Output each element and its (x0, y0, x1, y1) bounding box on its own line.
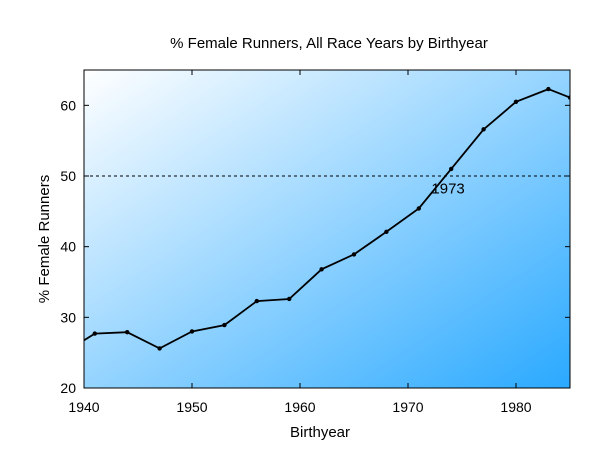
data-point-1977 (481, 127, 486, 132)
data-point-1962 (319, 267, 324, 272)
x-tick-label-1980: 1980 (500, 399, 531, 415)
data-point-1959 (287, 296, 292, 302)
x-tick-label-1950: 1950 (176, 399, 207, 415)
y-tick-label-50: 50 (60, 168, 76, 184)
data-point-1980 (513, 99, 519, 105)
y-tick-label-60: 60 (60, 97, 76, 113)
data-point-1947 (157, 346, 162, 351)
data-point-1950 (189, 329, 195, 334)
y-axis-label: % Female Runners (36, 175, 53, 303)
data-point-1939 (71, 345, 75, 349)
data-point-1953 (222, 322, 227, 328)
y-tick-label-40: 40 (60, 239, 76, 255)
data-point-1985 (567, 95, 570, 100)
data-point-1941 (92, 331, 98, 336)
y-tick-label-30: 30 (60, 309, 76, 325)
y-tick-label-20: 20 (60, 380, 76, 396)
x-tick-label-1970: 1970 (392, 399, 423, 415)
data-point-1968 (384, 229, 389, 235)
data-point-1965 (351, 252, 357, 257)
chart-title: % Female Runners, All Race Years by Birt… (170, 35, 488, 52)
plot-border (83, 69, 571, 389)
data-point-1974 (449, 166, 454, 172)
x-tick-label-1960: 1960 (284, 399, 315, 415)
plot-background (84, 70, 570, 388)
data-point-1944 (125, 329, 130, 335)
data-point-1971 (416, 206, 421, 211)
x-tick-label-1940: 1940 (68, 399, 99, 415)
annotation-1973: 1973 (431, 181, 464, 198)
data-point-1983 (546, 86, 551, 92)
data-point-1956 (254, 298, 259, 304)
x-axis-label: Birthyear (290, 424, 350, 441)
